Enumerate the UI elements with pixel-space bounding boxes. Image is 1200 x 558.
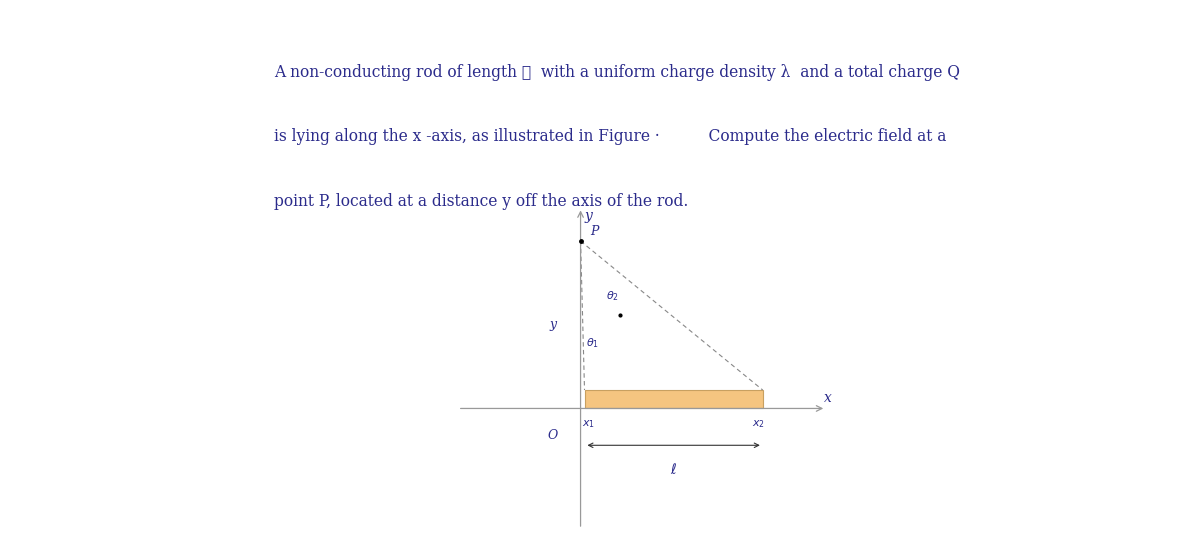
Bar <box>584 390 763 408</box>
Text: $\theta_1$: $\theta_1$ <box>587 336 600 350</box>
Text: y: y <box>550 318 557 331</box>
Text: $x_1$: $x_1$ <box>582 418 595 430</box>
Text: x: x <box>824 391 832 405</box>
Text: A non-conducting rod of length ℓ  with a uniform charge density λ  and a total c: A non-conducting rod of length ℓ with a … <box>274 64 960 81</box>
Text: $\ell$: $\ell$ <box>670 462 677 477</box>
Text: y: y <box>584 209 593 223</box>
Text: O: O <box>547 429 558 441</box>
Text: P: P <box>590 225 599 238</box>
Text: $x_2$: $x_2$ <box>752 418 766 430</box>
Text: is lying along the x -axis, as illustrated in Figure ·          Compute the elec: is lying along the x -axis, as illustrat… <box>274 128 946 145</box>
Text: $\theta_2$: $\theta_2$ <box>606 290 619 303</box>
Text: point P, located at a distance y off the axis of the rod.: point P, located at a distance y off the… <box>274 193 688 209</box>
